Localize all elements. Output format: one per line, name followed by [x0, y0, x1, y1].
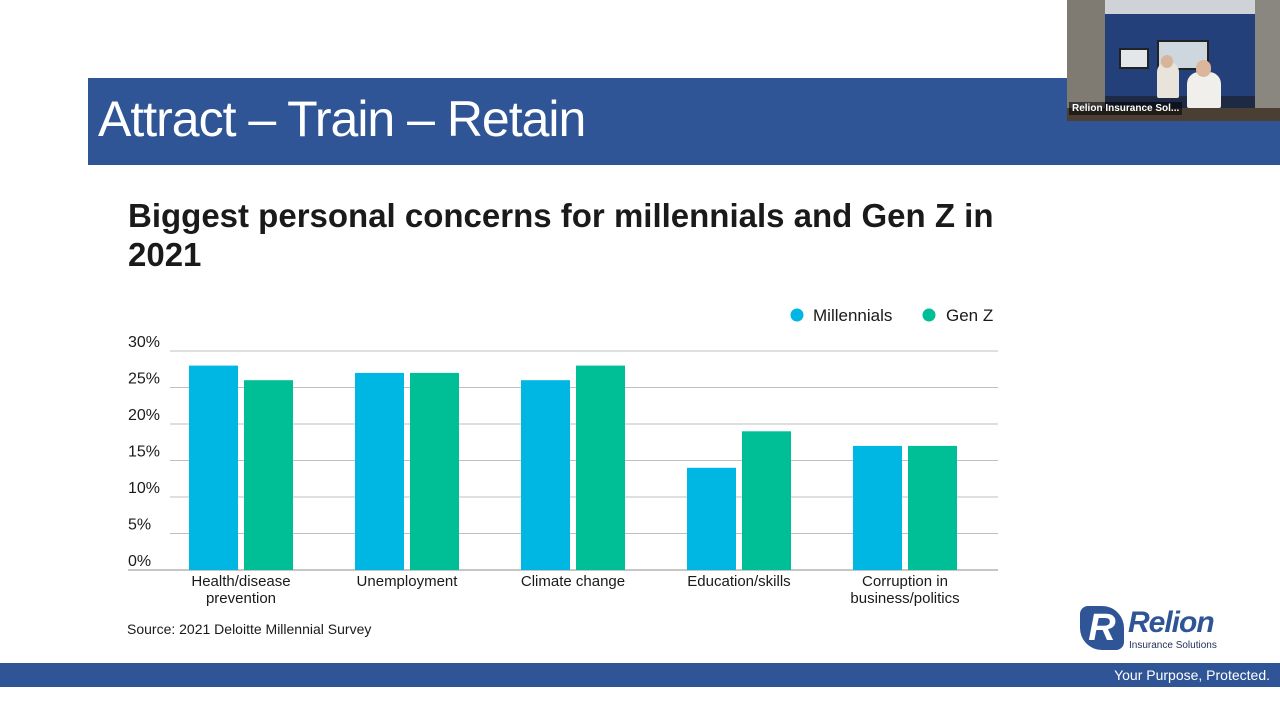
category-label: Corruption in: [862, 573, 948, 590]
video-door-left: [1067, 0, 1105, 121]
video-person-left: [1157, 62, 1179, 98]
bar-millennials: [521, 380, 570, 570]
participant-video-thumbnail[interactable]: [1067, 0, 1280, 121]
source-note: Source: 2021 Deloitte Millennial Survey: [127, 621, 372, 637]
participant-name-label: Relion Insurance Sol...: [1069, 102, 1183, 115]
legend-label: Gen Z: [946, 306, 993, 325]
legend-swatch: [790, 308, 804, 322]
bar-millennials: [687, 467, 736, 570]
legend-swatch: [922, 308, 936, 322]
category-label: Education/skills: [687, 573, 790, 590]
legend-label: Millennials: [813, 306, 892, 325]
video-person-right: [1187, 72, 1221, 108]
bar-genz: [576, 365, 625, 570]
y-tick-label: 5%: [128, 517, 151, 534]
category-label: Climate change: [521, 573, 625, 590]
video-ceiling: [1105, 0, 1255, 14]
y-tick-label: 15%: [128, 444, 160, 461]
category-label: business/politics: [850, 590, 959, 607]
category-label: Health/disease: [191, 573, 290, 590]
y-tick-label: 30%: [128, 334, 160, 351]
bar-millennials: [189, 365, 238, 570]
bar-genz: [742, 431, 791, 570]
video-person-left-head: [1161, 55, 1173, 68]
slide-title: Attract – Train – Retain: [98, 91, 586, 147]
category-label: Unemployment: [357, 573, 459, 590]
y-tick-label: 10%: [128, 480, 160, 497]
bar-millennials: [355, 372, 404, 570]
bar-genz: [908, 445, 957, 570]
video-door-right: [1255, 0, 1280, 121]
bar-genz: [244, 380, 293, 570]
y-tick-label: 0%: [128, 553, 151, 570]
y-tick-label: 20%: [128, 407, 160, 424]
relion-logo-name: Relion: [1128, 606, 1215, 639]
relion-logo: R Relion Insurance Solutions: [1080, 604, 1240, 654]
video-wall-picture: [1119, 48, 1149, 69]
y-tick-label: 25%: [128, 371, 160, 388]
footer-band: [0, 663, 1280, 687]
relion-logo-subtitle: Insurance Solutions: [1129, 640, 1217, 651]
bar-millennials: [853, 445, 902, 570]
bar-genz: [410, 372, 459, 570]
chart-title: Biggest personal concerns for millennial…: [128, 197, 994, 273]
relion-logo-mark: R: [1080, 606, 1124, 650]
category-label: prevention: [206, 590, 276, 607]
video-person-right-head: [1196, 60, 1211, 77]
tagline: Your Purpose, Protected.: [1114, 667, 1270, 683]
